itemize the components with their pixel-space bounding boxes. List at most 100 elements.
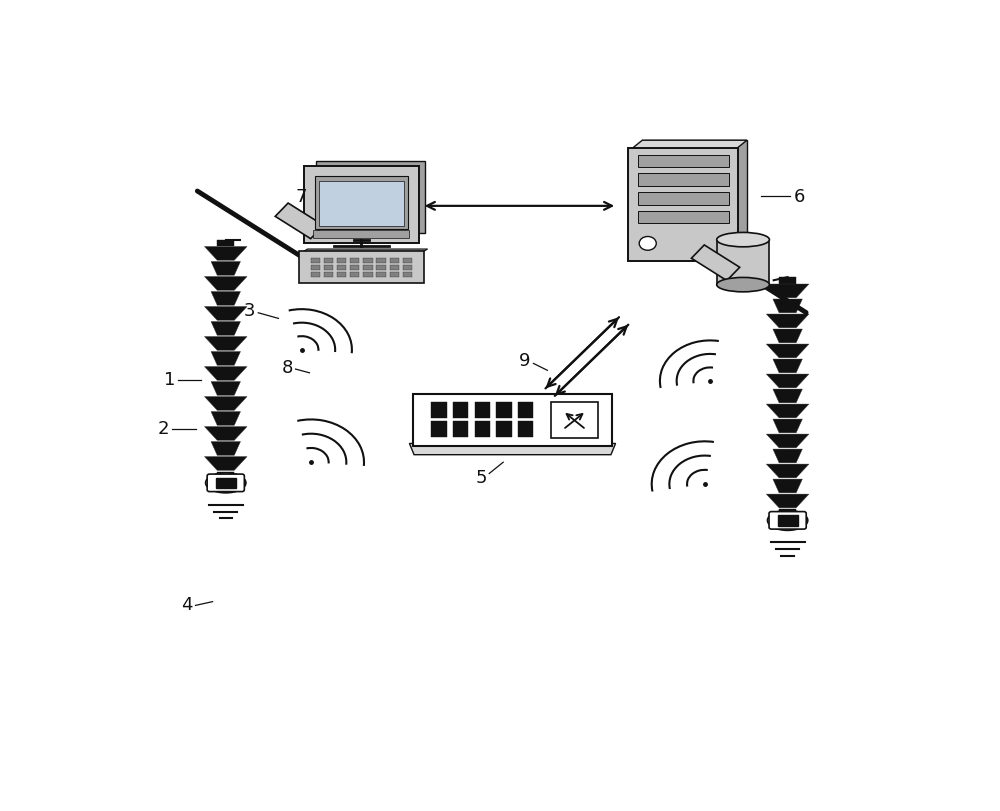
FancyBboxPatch shape xyxy=(350,266,359,270)
FancyBboxPatch shape xyxy=(376,259,386,264)
FancyBboxPatch shape xyxy=(216,478,236,489)
Polygon shape xyxy=(204,247,247,261)
Polygon shape xyxy=(779,278,796,285)
Polygon shape xyxy=(409,444,616,455)
Polygon shape xyxy=(691,246,740,281)
Text: 4: 4 xyxy=(181,595,193,613)
FancyBboxPatch shape xyxy=(363,259,373,264)
FancyBboxPatch shape xyxy=(518,422,533,438)
Polygon shape xyxy=(301,250,428,253)
FancyBboxPatch shape xyxy=(324,259,333,264)
FancyBboxPatch shape xyxy=(324,266,333,270)
Ellipse shape xyxy=(767,511,808,530)
Polygon shape xyxy=(204,307,247,321)
Polygon shape xyxy=(779,509,796,517)
Polygon shape xyxy=(204,457,247,470)
FancyBboxPatch shape xyxy=(337,259,346,264)
FancyBboxPatch shape xyxy=(717,240,769,285)
Polygon shape xyxy=(773,419,802,433)
Polygon shape xyxy=(211,292,240,306)
Polygon shape xyxy=(275,204,324,239)
Polygon shape xyxy=(204,397,247,411)
Polygon shape xyxy=(642,141,747,251)
Text: 9: 9 xyxy=(518,352,530,370)
FancyBboxPatch shape xyxy=(376,272,386,277)
FancyBboxPatch shape xyxy=(638,212,729,224)
Circle shape xyxy=(639,237,656,251)
Polygon shape xyxy=(211,322,240,336)
FancyBboxPatch shape xyxy=(304,166,419,243)
Polygon shape xyxy=(766,435,809,448)
FancyBboxPatch shape xyxy=(337,272,346,277)
Ellipse shape xyxy=(717,233,769,247)
Polygon shape xyxy=(773,299,802,313)
Polygon shape xyxy=(217,240,234,247)
Polygon shape xyxy=(773,359,802,373)
FancyBboxPatch shape xyxy=(551,403,598,439)
Polygon shape xyxy=(766,345,809,358)
Text: 2: 2 xyxy=(158,419,170,437)
FancyBboxPatch shape xyxy=(638,174,729,187)
Text: 1: 1 xyxy=(164,371,176,388)
FancyBboxPatch shape xyxy=(324,272,333,277)
FancyBboxPatch shape xyxy=(337,266,346,270)
Polygon shape xyxy=(773,449,802,463)
FancyBboxPatch shape xyxy=(390,272,399,277)
FancyBboxPatch shape xyxy=(778,516,798,526)
Polygon shape xyxy=(211,442,240,456)
Polygon shape xyxy=(766,285,809,298)
Polygon shape xyxy=(211,262,240,276)
FancyBboxPatch shape xyxy=(376,266,386,270)
FancyBboxPatch shape xyxy=(413,395,612,446)
FancyBboxPatch shape xyxy=(403,266,412,270)
FancyBboxPatch shape xyxy=(638,156,729,168)
Polygon shape xyxy=(773,329,802,343)
FancyBboxPatch shape xyxy=(207,474,244,492)
Polygon shape xyxy=(766,375,809,388)
FancyBboxPatch shape xyxy=(313,231,409,238)
FancyBboxPatch shape xyxy=(475,403,490,419)
FancyBboxPatch shape xyxy=(453,403,468,419)
FancyBboxPatch shape xyxy=(453,422,468,438)
Polygon shape xyxy=(773,389,802,403)
Ellipse shape xyxy=(717,278,769,293)
FancyBboxPatch shape xyxy=(390,266,399,270)
Polygon shape xyxy=(773,479,802,493)
FancyBboxPatch shape xyxy=(299,251,424,283)
FancyBboxPatch shape xyxy=(638,193,729,205)
FancyBboxPatch shape xyxy=(311,259,320,264)
Polygon shape xyxy=(211,352,240,366)
FancyBboxPatch shape xyxy=(431,403,447,419)
Polygon shape xyxy=(204,427,247,441)
Polygon shape xyxy=(766,315,809,328)
Polygon shape xyxy=(766,465,809,478)
FancyBboxPatch shape xyxy=(769,512,806,530)
Text: 8: 8 xyxy=(282,358,293,376)
FancyBboxPatch shape xyxy=(403,259,412,264)
Polygon shape xyxy=(204,277,247,291)
FancyBboxPatch shape xyxy=(363,272,373,277)
Text: 5: 5 xyxy=(476,468,487,486)
FancyBboxPatch shape xyxy=(431,422,447,438)
FancyBboxPatch shape xyxy=(350,259,359,264)
FancyBboxPatch shape xyxy=(496,403,512,419)
FancyBboxPatch shape xyxy=(350,272,359,277)
FancyBboxPatch shape xyxy=(496,422,512,438)
FancyBboxPatch shape xyxy=(628,148,738,262)
FancyBboxPatch shape xyxy=(315,177,408,230)
FancyBboxPatch shape xyxy=(319,182,404,227)
Polygon shape xyxy=(631,141,747,150)
FancyBboxPatch shape xyxy=(311,272,320,277)
FancyBboxPatch shape xyxy=(363,266,373,270)
Text: 6: 6 xyxy=(794,188,805,206)
Polygon shape xyxy=(217,472,234,478)
Polygon shape xyxy=(766,495,809,508)
FancyBboxPatch shape xyxy=(390,259,399,264)
FancyBboxPatch shape xyxy=(518,403,533,419)
Polygon shape xyxy=(766,405,809,418)
FancyBboxPatch shape xyxy=(311,266,320,270)
FancyBboxPatch shape xyxy=(403,272,412,277)
FancyBboxPatch shape xyxy=(475,422,490,438)
Polygon shape xyxy=(204,367,247,381)
Ellipse shape xyxy=(206,474,246,493)
